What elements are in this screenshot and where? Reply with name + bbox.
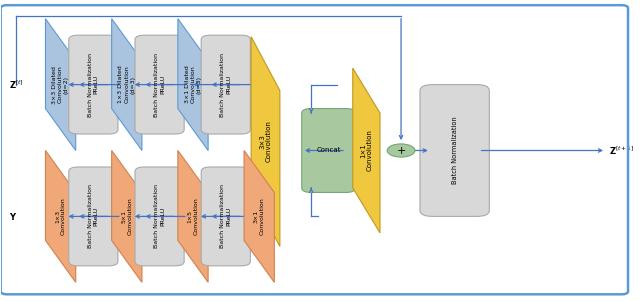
Polygon shape [45, 19, 76, 150]
FancyBboxPatch shape [135, 35, 184, 134]
FancyBboxPatch shape [68, 167, 118, 266]
Text: +: + [396, 145, 406, 156]
Text: Batch Normalization
PReLU: Batch Normalization PReLU [154, 185, 165, 248]
Text: 3×1
Convolution: 3×1 Convolution [254, 197, 264, 235]
Text: 1×5
Convolution: 1×5 Convolution [188, 197, 198, 235]
Polygon shape [251, 37, 280, 247]
Text: 1×3
Convolution: 1×3 Convolution [55, 197, 66, 235]
FancyBboxPatch shape [201, 167, 250, 266]
Polygon shape [111, 19, 142, 150]
FancyBboxPatch shape [135, 167, 184, 266]
Text: 3×3
Convolution: 3×3 Convolution [259, 121, 272, 163]
FancyBboxPatch shape [301, 109, 355, 192]
Text: 3×3 Dilated
Convolution
(d=2): 3×3 Dilated Convolution (d=2) [52, 66, 69, 104]
Polygon shape [111, 150, 142, 282]
Text: Concat: Concat [316, 147, 340, 154]
Text: $\mathbf{Z}^{[t+1]}$: $\mathbf{Z}^{[t+1]}$ [609, 144, 635, 157]
Text: $\mathbf{Z}^{[t]}$: $\mathbf{Z}^{[t]}$ [9, 78, 24, 91]
Text: $\mathbf{Y}$: $\mathbf{Y}$ [9, 211, 17, 222]
Text: 5×1
Convolution: 5×1 Convolution [122, 197, 132, 235]
Polygon shape [45, 150, 76, 282]
Polygon shape [178, 19, 208, 150]
FancyBboxPatch shape [68, 35, 118, 134]
Text: 3×1 Dilated
Convolution
(d=3): 3×1 Dilated Convolution (d=3) [185, 66, 202, 104]
Text: Batch Normalization
PReLU: Batch Normalization PReLU [154, 53, 165, 116]
FancyBboxPatch shape [420, 85, 490, 216]
Text: Batch Normalization
PReLU: Batch Normalization PReLU [220, 53, 231, 116]
Text: Batch Normalization
PReLU: Batch Normalization PReLU [88, 53, 99, 116]
Text: Batch Normalization
PReLU: Batch Normalization PReLU [220, 185, 231, 248]
Text: Batch Normalization: Batch Normalization [452, 116, 458, 185]
Polygon shape [244, 150, 275, 282]
Polygon shape [178, 150, 208, 282]
Circle shape [387, 144, 415, 157]
Text: Batch Normalization
PReLU: Batch Normalization PReLU [88, 185, 99, 248]
Polygon shape [353, 68, 380, 233]
Text: 1×1
Convolution: 1×1 Convolution [360, 129, 373, 172]
Text: 1×3 Dilated
Convolution
(d=3): 1×3 Dilated Convolution (d=3) [118, 66, 135, 104]
FancyBboxPatch shape [201, 35, 250, 134]
